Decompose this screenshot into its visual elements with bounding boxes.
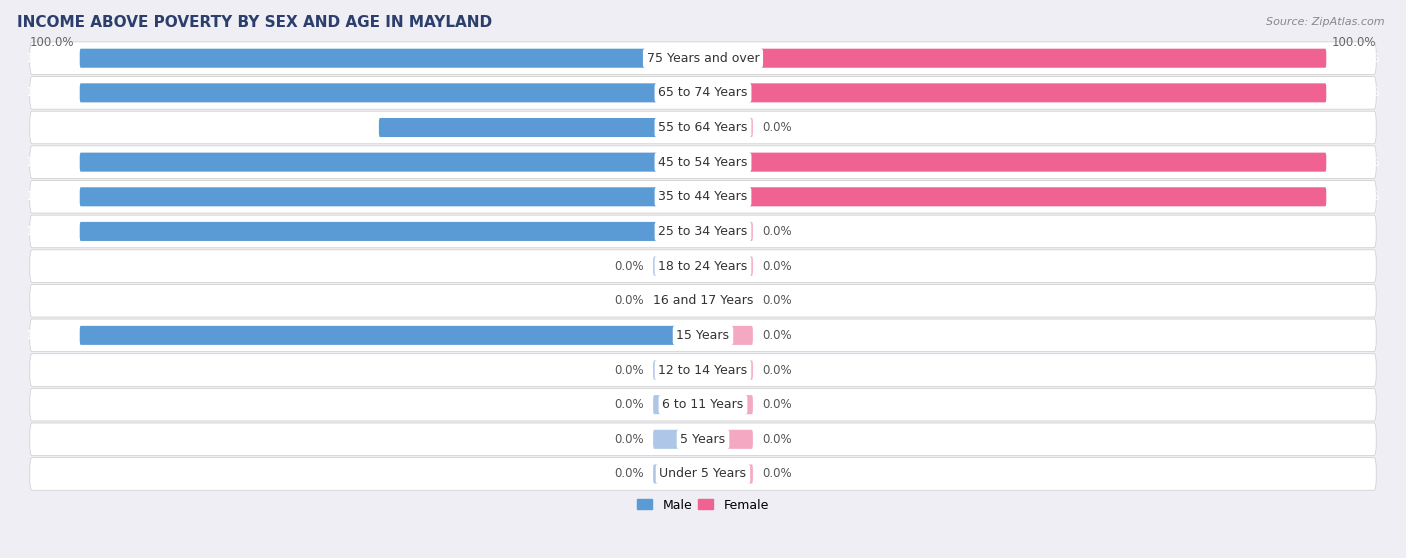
FancyBboxPatch shape	[30, 458, 1376, 490]
FancyBboxPatch shape	[30, 423, 1376, 455]
FancyBboxPatch shape	[654, 464, 703, 483]
Text: 100.0%: 100.0%	[25, 52, 70, 65]
Text: 0.0%: 0.0%	[614, 294, 644, 307]
FancyBboxPatch shape	[80, 153, 703, 172]
FancyBboxPatch shape	[80, 326, 703, 345]
FancyBboxPatch shape	[30, 180, 1376, 213]
Text: 0.0%: 0.0%	[762, 363, 792, 377]
FancyBboxPatch shape	[30, 250, 1376, 282]
Text: 100.0%: 100.0%	[1336, 52, 1381, 65]
Text: 0.0%: 0.0%	[614, 468, 644, 480]
Text: 6 to 11 Years: 6 to 11 Years	[662, 398, 744, 411]
FancyBboxPatch shape	[30, 42, 1376, 75]
Text: 75 Years and over: 75 Years and over	[647, 52, 759, 65]
Text: 100.0%: 100.0%	[30, 36, 75, 49]
Text: 35 to 44 Years: 35 to 44 Years	[658, 190, 748, 203]
Text: 100.0%: 100.0%	[25, 190, 70, 203]
Legend: Male, Female: Male, Female	[633, 493, 773, 517]
FancyBboxPatch shape	[30, 285, 1376, 317]
FancyBboxPatch shape	[30, 388, 1376, 421]
Text: 0.0%: 0.0%	[762, 294, 792, 307]
Text: 5 Years: 5 Years	[681, 433, 725, 446]
Text: 65 to 74 Years: 65 to 74 Years	[658, 86, 748, 99]
Text: 0.0%: 0.0%	[614, 433, 644, 446]
Text: Source: ZipAtlas.com: Source: ZipAtlas.com	[1267, 17, 1385, 27]
FancyBboxPatch shape	[30, 215, 1376, 248]
Text: 0.0%: 0.0%	[762, 433, 792, 446]
FancyBboxPatch shape	[378, 118, 703, 137]
Text: 0.0%: 0.0%	[614, 363, 644, 377]
FancyBboxPatch shape	[654, 291, 703, 310]
Text: 52.0%: 52.0%	[332, 121, 370, 134]
FancyBboxPatch shape	[703, 222, 752, 241]
Text: Under 5 Years: Under 5 Years	[659, 468, 747, 480]
Text: 0.0%: 0.0%	[762, 468, 792, 480]
FancyBboxPatch shape	[654, 257, 703, 276]
FancyBboxPatch shape	[703, 83, 1326, 102]
Text: 16 and 17 Years: 16 and 17 Years	[652, 294, 754, 307]
FancyBboxPatch shape	[703, 326, 752, 345]
FancyBboxPatch shape	[30, 111, 1376, 144]
Text: 100.0%: 100.0%	[1331, 36, 1376, 49]
Text: 100.0%: 100.0%	[25, 156, 70, 169]
Text: 45 to 54 Years: 45 to 54 Years	[658, 156, 748, 169]
FancyBboxPatch shape	[30, 146, 1376, 179]
Text: 0.0%: 0.0%	[762, 121, 792, 134]
Text: 100.0%: 100.0%	[25, 225, 70, 238]
Text: 0.0%: 0.0%	[614, 398, 644, 411]
FancyBboxPatch shape	[80, 49, 703, 68]
FancyBboxPatch shape	[80, 83, 703, 102]
FancyBboxPatch shape	[30, 76, 1376, 109]
FancyBboxPatch shape	[80, 222, 703, 241]
FancyBboxPatch shape	[703, 187, 1326, 206]
FancyBboxPatch shape	[703, 464, 752, 483]
FancyBboxPatch shape	[654, 430, 703, 449]
FancyBboxPatch shape	[30, 319, 1376, 352]
Text: 0.0%: 0.0%	[762, 398, 792, 411]
Text: 100.0%: 100.0%	[25, 86, 70, 99]
Text: 100.0%: 100.0%	[1336, 156, 1381, 169]
Text: 55 to 64 Years: 55 to 64 Years	[658, 121, 748, 134]
Text: 0.0%: 0.0%	[762, 259, 792, 272]
FancyBboxPatch shape	[80, 187, 703, 206]
Text: 100.0%: 100.0%	[1336, 190, 1381, 203]
Text: 0.0%: 0.0%	[762, 329, 792, 342]
Text: 18 to 24 Years: 18 to 24 Years	[658, 259, 748, 272]
FancyBboxPatch shape	[30, 354, 1376, 386]
Text: 100.0%: 100.0%	[25, 329, 70, 342]
FancyBboxPatch shape	[703, 395, 752, 414]
FancyBboxPatch shape	[703, 49, 1326, 68]
FancyBboxPatch shape	[654, 395, 703, 414]
Text: INCOME ABOVE POVERTY BY SEX AND AGE IN MAYLAND: INCOME ABOVE POVERTY BY SEX AND AGE IN M…	[17, 15, 492, 30]
Text: 0.0%: 0.0%	[762, 225, 792, 238]
FancyBboxPatch shape	[654, 360, 703, 379]
Text: 0.0%: 0.0%	[614, 259, 644, 272]
FancyBboxPatch shape	[703, 118, 752, 137]
FancyBboxPatch shape	[703, 153, 1326, 172]
Text: 25 to 34 Years: 25 to 34 Years	[658, 225, 748, 238]
FancyBboxPatch shape	[703, 257, 752, 276]
FancyBboxPatch shape	[703, 430, 752, 449]
FancyBboxPatch shape	[703, 291, 752, 310]
Text: 100.0%: 100.0%	[1336, 86, 1381, 99]
FancyBboxPatch shape	[703, 360, 752, 379]
Text: 12 to 14 Years: 12 to 14 Years	[658, 363, 748, 377]
Text: 15 Years: 15 Years	[676, 329, 730, 342]
